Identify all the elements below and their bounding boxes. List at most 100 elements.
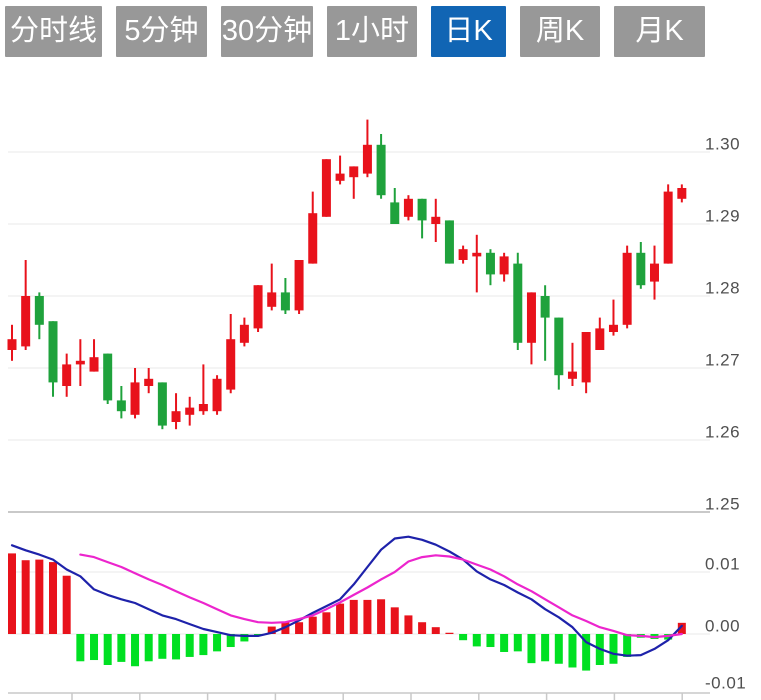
macd-bar-down (172, 634, 181, 660)
macd-bar-down (240, 634, 249, 642)
macd-bar-down (500, 634, 509, 652)
macd-bar-down (541, 634, 550, 662)
interval-tabbar: 分时线 5分钟 30分钟 1小时 日K 周K 月K (5, 6, 705, 57)
macd-bar-up (363, 599, 372, 634)
tab-weekly-k[interactable]: 周K (520, 6, 600, 57)
tab-30min[interactable]: 30分钟 (221, 6, 313, 57)
candle-body (376, 144, 386, 196)
macd-bar-up (49, 562, 58, 634)
price-axis-label: 1.28 (705, 279, 740, 298)
macd-bar-up (21, 560, 30, 634)
price-axis-label: 1.27 (705, 351, 740, 370)
macd-bar-down (199, 634, 208, 656)
candle-body (554, 317, 564, 376)
candle-body (226, 339, 236, 390)
candle-body (581, 332, 591, 383)
macd-bar-up (677, 622, 686, 634)
candle-body (403, 198, 413, 217)
candle-body (499, 256, 509, 275)
candle-body (89, 357, 99, 372)
macd-bar-down (568, 634, 577, 668)
dif-line (10, 535, 683, 657)
macd-bar-down (623, 634, 632, 657)
candle-body (239, 324, 249, 343)
candle-body (267, 292, 277, 307)
macd-bar-down (527, 634, 536, 664)
macd-bar-down (144, 634, 153, 662)
candle-body (458, 249, 468, 260)
candle-body (335, 173, 345, 181)
candle-body (567, 371, 577, 379)
candle-body (608, 324, 618, 332)
tab-1hour[interactable]: 1小时 (327, 6, 417, 57)
candle-body (444, 220, 454, 264)
candle-body (116, 400, 126, 412)
macd-bar-down (117, 634, 126, 662)
price-axis-label: 1.30 (705, 135, 740, 154)
candle-body (417, 198, 427, 221)
macd-bar-down (90, 634, 99, 661)
macd-bar-up (267, 626, 276, 634)
macd-bar-up (404, 615, 413, 634)
candle-body (185, 407, 195, 415)
macd-axis-label: 0.01 (705, 555, 740, 574)
macd-bar-up (35, 559, 44, 634)
candle-body (431, 216, 441, 224)
tab-monthly-k[interactable]: 月K (614, 6, 705, 57)
tab-5min[interactable]: 5分钟 (116, 6, 207, 57)
candle-body (540, 296, 550, 318)
macd-bar-down (472, 634, 481, 647)
macd-bar-up (322, 612, 331, 634)
macd-bar-up (295, 622, 304, 634)
dea-line (79, 553, 683, 639)
macd-bar-up (349, 599, 358, 634)
macd-bar-up (431, 627, 440, 634)
macd-bar-up (336, 603, 345, 634)
candle-body (362, 144, 372, 174)
candle-body (34, 296, 44, 325)
macd-bar-up (62, 575, 71, 634)
macd-bar-up (445, 632, 454, 634)
macd-bar-up (390, 607, 399, 634)
candle-body (485, 252, 495, 275)
macd-bar-up (8, 553, 16, 634)
candle-body (21, 296, 31, 347)
candle-body (294, 260, 304, 311)
macd-bar-down (513, 634, 522, 652)
macd-bar-down (76, 634, 85, 662)
tab-minute-line[interactable]: 分时线 (5, 6, 102, 57)
price-axis-label: 1.26 (705, 423, 740, 442)
macd-bar-down (582, 634, 591, 671)
macd-bar-up (418, 622, 427, 634)
candle-body (526, 292, 536, 343)
candle-body (280, 292, 290, 311)
macd-bar-down (158, 634, 167, 659)
tab-daily-k[interactable]: 日K (431, 6, 506, 57)
price-axis-label: 1.25 (705, 495, 740, 514)
macd-bar-down (131, 634, 140, 667)
macd-bar-up (308, 616, 317, 634)
candle-body (48, 321, 58, 383)
price-axis-label: 1.29 (705, 207, 740, 226)
candle-body (663, 191, 673, 264)
candle-body (677, 188, 687, 199)
macd-axis-label: -0.01 (705, 674, 746, 693)
candle-body (649, 263, 659, 282)
candle-body (622, 252, 632, 325)
candle-body (75, 360, 85, 365)
candle-body (171, 411, 181, 422)
macd-bar-down (226, 634, 235, 648)
candle-body (349, 166, 359, 178)
macd-bar-down (103, 634, 112, 665)
candle-body (595, 328, 605, 350)
candle-body (130, 382, 140, 415)
candle-body (62, 364, 72, 386)
candle-body (636, 252, 646, 286)
candle-body (390, 202, 400, 224)
candle-body (308, 213, 318, 264)
macd-bar-down (459, 634, 468, 641)
candle-body (157, 382, 167, 426)
macd-axis-label: 0.00 (705, 617, 740, 636)
